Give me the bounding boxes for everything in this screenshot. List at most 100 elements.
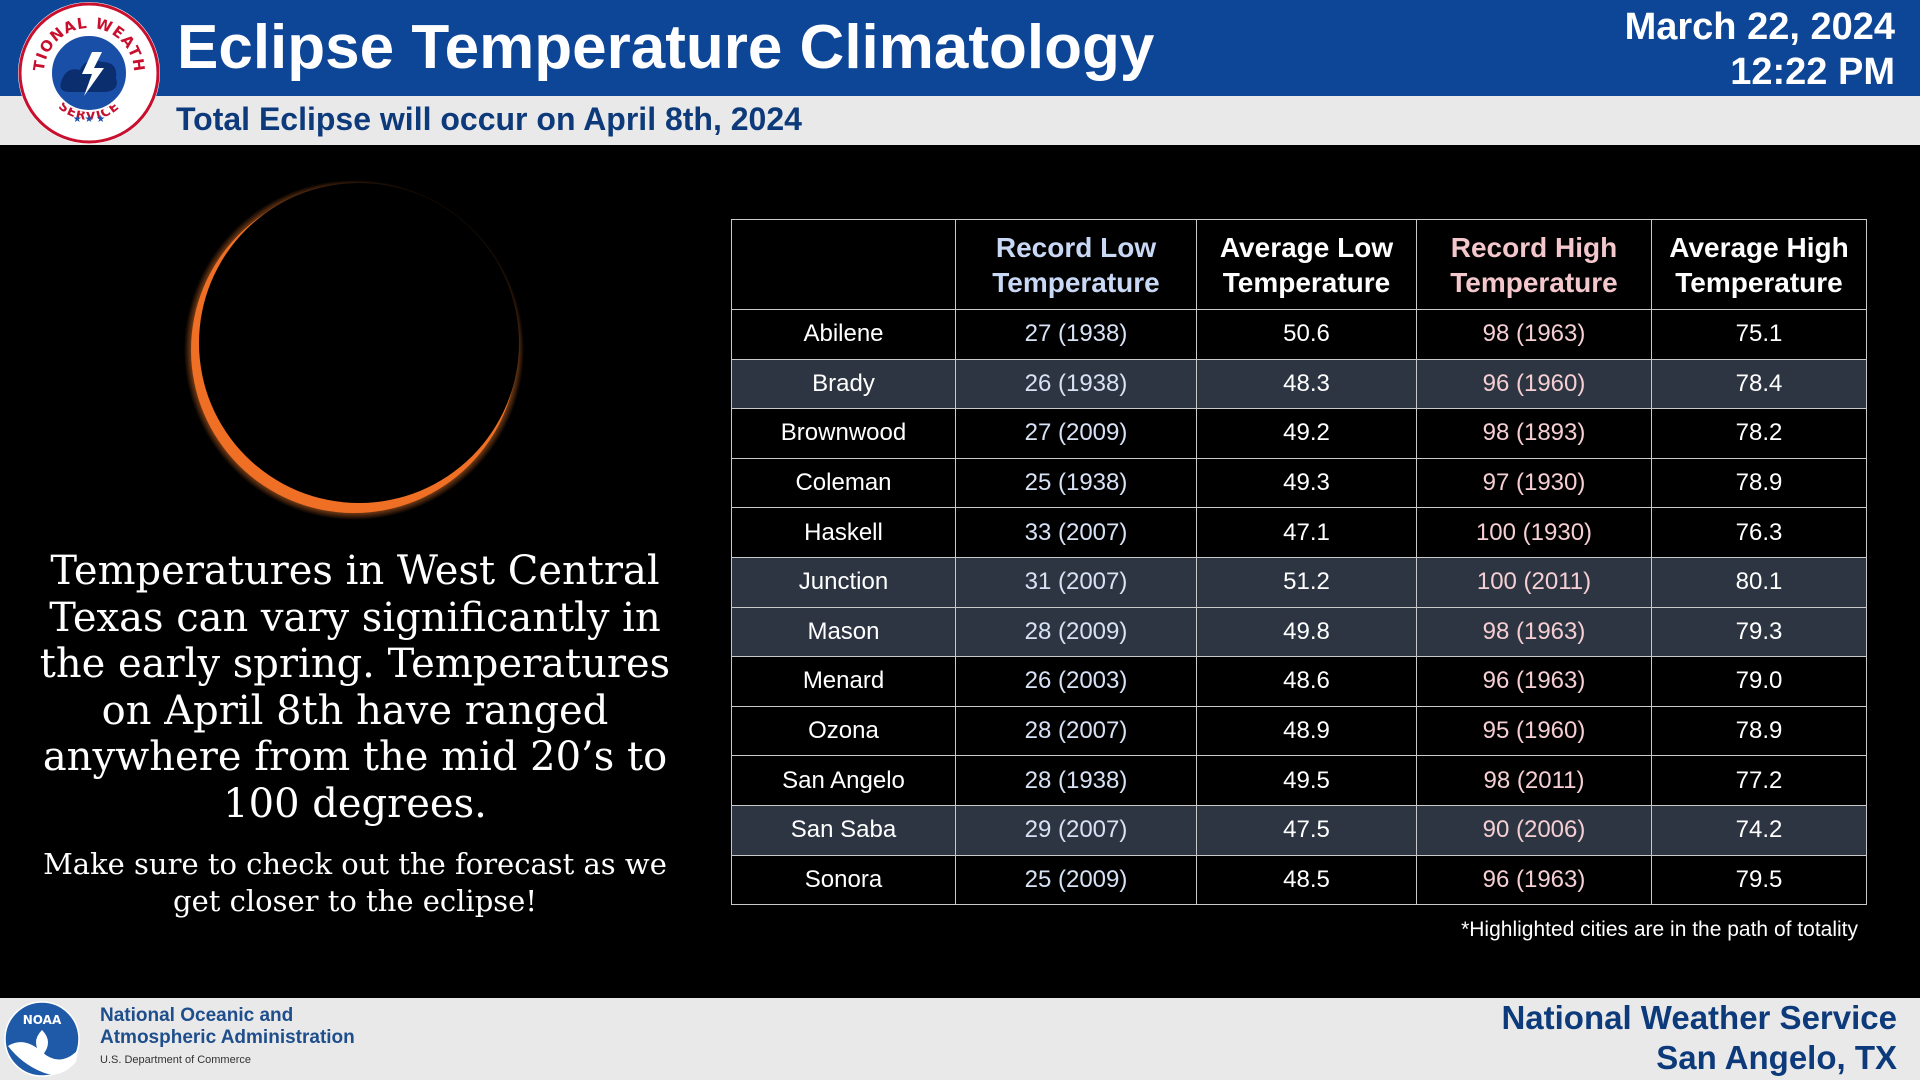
table-row: San Angelo 28 (1938) 49.5 98 (2011) 77.2 <box>731 755 1867 806</box>
climatology-table: Record Low Temperature Average Low Tempe… <box>731 219 1867 906</box>
climate-description: Temperatures in West Central Texas can v… <box>39 548 671 827</box>
city-cell: San Saba <box>731 804 956 856</box>
office-line1: National Weather Service <box>1501 999 1897 1036</box>
record-low-cell: 28 (2009) <box>955 606 1197 658</box>
header-record-low: Record Low Temperature <box>955 219 1197 310</box>
record-low-cell: 25 (1938) <box>955 457 1197 509</box>
city-cell: Mason <box>731 606 956 658</box>
average-high-cell: 77.2 <box>1651 755 1867 806</box>
city-cell: Brownwood <box>731 408 956 459</box>
office-line2: San Angelo, TX <box>1656 1039 1897 1076</box>
average-low-cell: 49.8 <box>1196 606 1417 658</box>
average-low-cell: 48.9 <box>1196 705 1417 757</box>
record-low-cell: 31 (2007) <box>955 556 1197 608</box>
record-high-cell: 100 (1930) <box>1416 507 1652 558</box>
record-low-cell: 27 (2009) <box>955 408 1197 459</box>
city-cell: San Angelo <box>731 755 956 806</box>
header-record-high: Record High Temperature <box>1416 219 1652 310</box>
record-high-cell: 98 (1893) <box>1416 408 1652 459</box>
record-low-cell: 27 (1938) <box>955 309 1197 360</box>
table-row: Abilene 27 (1938) 50.6 98 (1963) 75.1 <box>731 309 1867 360</box>
average-high-cell: 79.5 <box>1651 854 1867 906</box>
table-row: Brownwood 27 (2009) 49.2 98 (1893) 78.2 <box>731 408 1867 459</box>
average-high-cell: 79.0 <box>1651 656 1867 707</box>
average-low-cell: 47.1 <box>1196 507 1417 558</box>
header-city <box>731 219 956 310</box>
record-low-cell: 26 (1938) <box>955 358 1197 410</box>
table-row: Coleman 25 (1938) 49.3 97 (1930) 78.9 <box>731 457 1867 509</box>
record-high-cell: 98 (1963) <box>1416 606 1652 658</box>
header-average-high: Average High Temperature <box>1651 219 1867 310</box>
city-cell: Brady <box>731 358 956 410</box>
table-header-row: Record Low Temperature Average Low Tempe… <box>731 219 1867 310</box>
svg-text:★ ★ ★: ★ ★ ★ <box>73 114 105 125</box>
city-cell: Sonora <box>731 854 956 906</box>
table-row: Haskell 33 (2007) 47.1 100 (1930) 76.3 <box>731 507 1867 558</box>
record-high-cell: 96 (1960) <box>1416 358 1652 410</box>
average-high-cell: 80.1 <box>1651 556 1867 608</box>
page-title: Eclipse Temperature Climatology <box>177 13 1155 82</box>
table-row: Mason 28 (2009) 49.8 98 (1963) 79.3 <box>731 606 1867 658</box>
average-high-cell: 78.2 <box>1651 408 1867 459</box>
record-low-cell: 33 (2007) <box>955 507 1197 558</box>
city-cell: Menard <box>731 656 956 707</box>
record-high-cell: 96 (1963) <box>1416 854 1652 906</box>
average-low-cell: 48.6 <box>1196 656 1417 707</box>
datetime-block: March 22, 2024 12:22 PM <box>1625 5 1895 95</box>
average-high-cell: 78.9 <box>1651 705 1867 757</box>
table-row: Sonora 25 (2009) 48.5 96 (1963) 79.5 <box>731 854 1867 906</box>
city-cell: Ozona <box>731 705 956 757</box>
average-low-cell: 48.5 <box>1196 854 1417 906</box>
average-high-cell: 78.4 <box>1651 358 1867 410</box>
average-low-cell: 49.3 <box>1196 457 1417 509</box>
record-high-cell: 98 (2011) <box>1416 755 1652 806</box>
eclipse-image <box>184 180 524 520</box>
record-high-cell: 98 (1963) <box>1416 309 1652 360</box>
record-high-cell: 96 (1963) <box>1416 656 1652 707</box>
table-row: Menard 26 (2003) 48.6 96 (1963) 79.0 <box>731 656 1867 707</box>
record-low-cell: 28 (2007) <box>955 705 1197 757</box>
subtitle-bar <box>0 96 1920 145</box>
forecast-note: Make sure to check out the forecast as w… <box>43 847 667 918</box>
average-high-cell: 78.9 <box>1651 457 1867 509</box>
record-high-cell: 95 (1960) <box>1416 705 1652 757</box>
record-high-cell: 97 (1930) <box>1416 457 1652 509</box>
noaa-department: U.S. Department of Commerce <box>100 1054 251 1066</box>
nws-logo-icon: NATIONAL WEATHER SERVICE ★ ★ ★ <box>16 0 160 144</box>
record-high-cell: 90 (2006) <box>1416 804 1652 856</box>
noaa-logo-icon: NOAA <box>4 1001 80 1077</box>
record-low-cell: 29 (2007) <box>955 804 1197 856</box>
noaa-logo-text: NOAA <box>23 1013 62 1027</box>
record-low-cell: 26 (2003) <box>955 656 1197 707</box>
average-low-cell: 47.5 <box>1196 804 1417 856</box>
table-footnote: *Highlighted cities are in the path of t… <box>1461 918 1858 941</box>
footer-bar <box>0 998 1920 1080</box>
record-low-cell: 25 (2009) <box>955 854 1197 906</box>
time-label: 12:22 PM <box>1730 51 1895 93</box>
average-high-cell: 74.2 <box>1651 804 1867 856</box>
table-row: Ozona 28 (2007) 48.9 95 (1960) 78.9 <box>731 705 1867 757</box>
average-high-cell: 75.1 <box>1651 309 1867 360</box>
average-low-cell: 48.3 <box>1196 358 1417 410</box>
average-low-cell: 49.5 <box>1196 755 1417 806</box>
city-cell: Haskell <box>731 507 956 558</box>
record-low-cell: 28 (1938) <box>955 755 1197 806</box>
table-row: San Saba 29 (2007) 47.5 90 (2006) 74.2 <box>731 804 1867 856</box>
office-name: National Weather Service San Angelo, TX <box>1501 998 1897 1078</box>
record-high-cell: 100 (2011) <box>1416 556 1652 608</box>
header-bar <box>0 0 1920 96</box>
header-average-low: Average Low Temperature <box>1196 219 1417 310</box>
page-subtitle: Total Eclipse will occur on April 8th, 2… <box>176 101 802 137</box>
average-low-cell: 50.6 <box>1196 309 1417 360</box>
city-cell: Junction <box>731 556 956 608</box>
noaa-name-line2: Atmospheric Administration <box>100 1027 355 1048</box>
table-row: Junction 31 (2007) 51.2 100 (2011) 80.1 <box>731 556 1867 608</box>
average-low-cell: 51.2 <box>1196 556 1417 608</box>
average-low-cell: 49.2 <box>1196 408 1417 459</box>
date-label: March 22, 2024 <box>1624 6 1895 48</box>
city-cell: Abilene <box>731 309 956 360</box>
average-high-cell: 79.3 <box>1651 606 1867 658</box>
city-cell: Coleman <box>731 457 956 509</box>
noaa-name-line1: National Oceanic and <box>100 1005 294 1026</box>
table-row: Brady 26 (1938) 48.3 96 (1960) 78.4 <box>731 358 1867 410</box>
